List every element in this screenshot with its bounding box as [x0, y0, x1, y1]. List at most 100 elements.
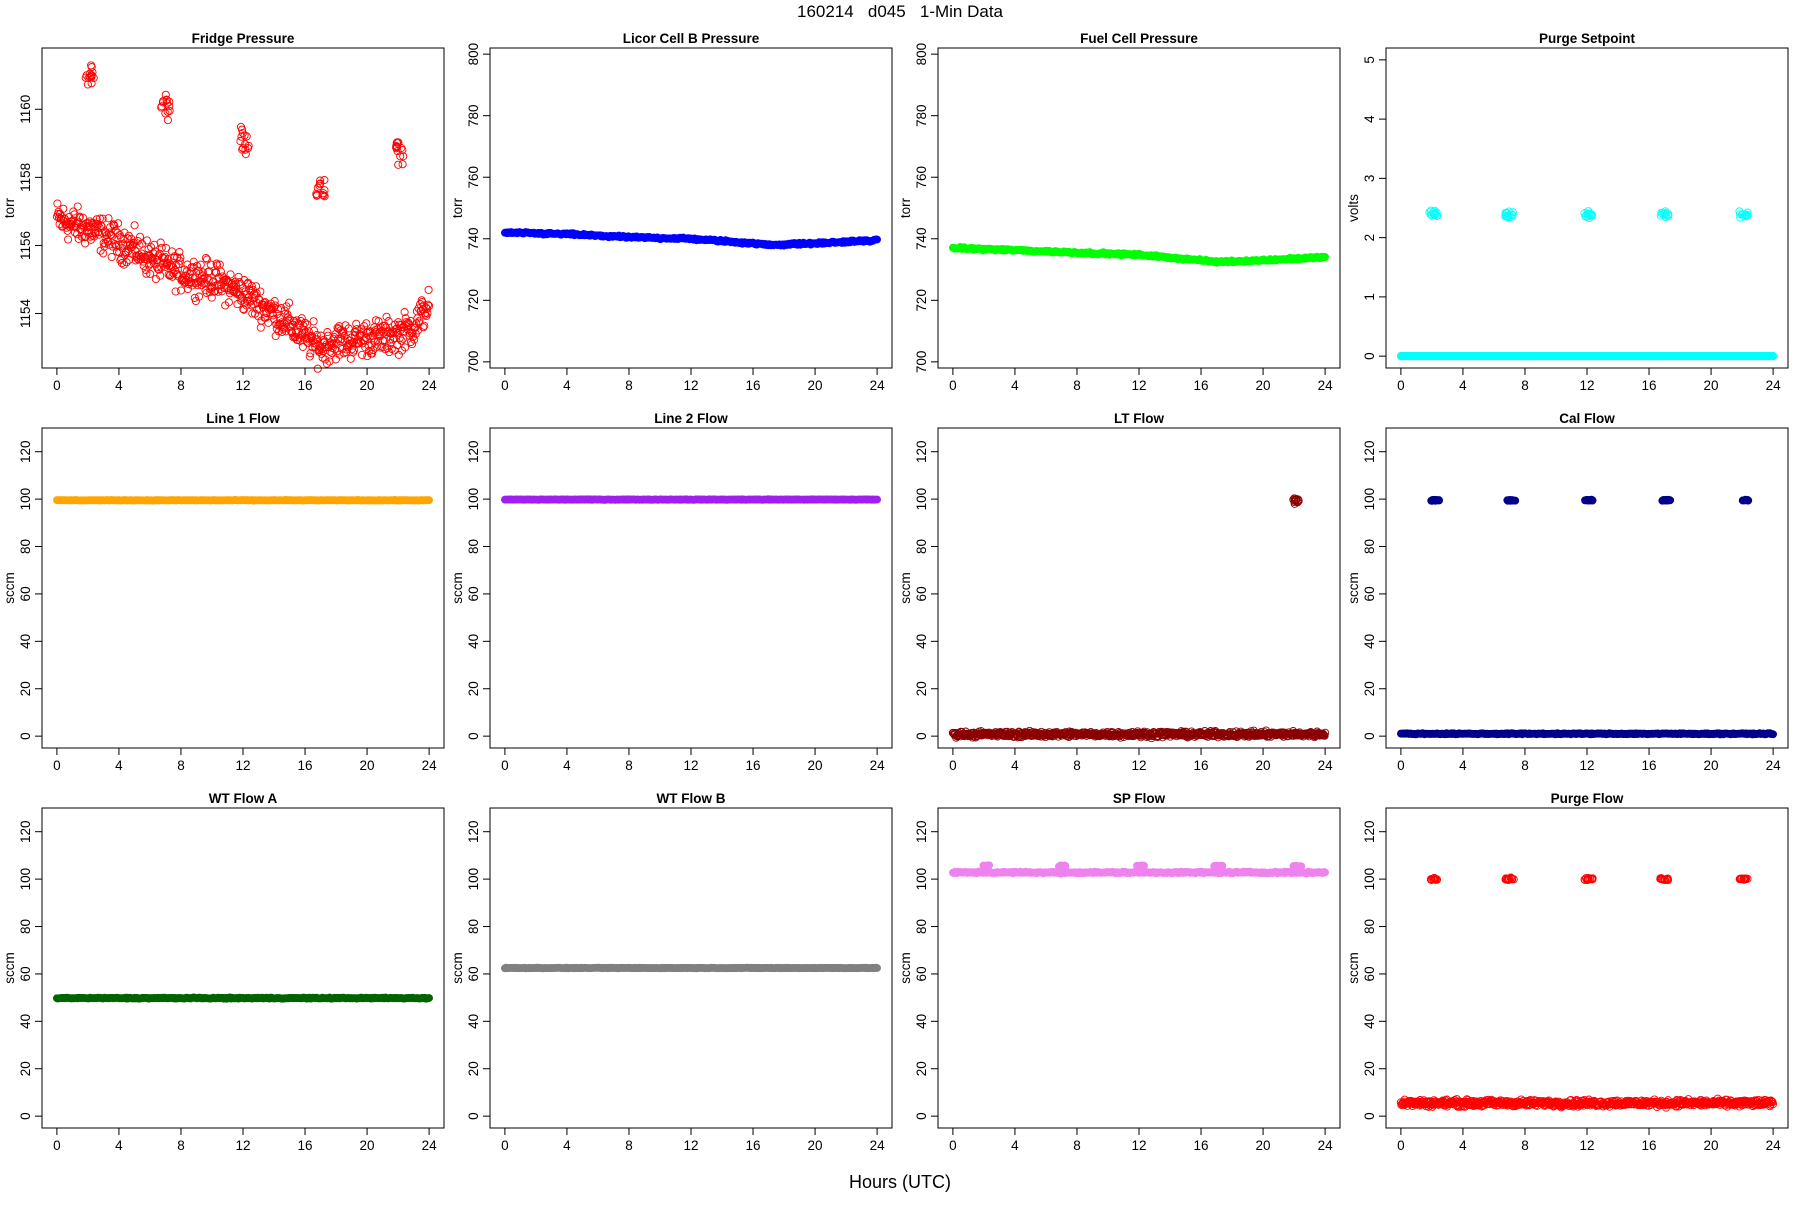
y-tick-label: 80	[18, 539, 33, 554]
y-tick-label: 40	[1362, 634, 1377, 649]
y-axis-label: sccm	[898, 572, 913, 604]
data-points	[1397, 207, 1776, 360]
panel-title: Fridge Pressure	[192, 31, 295, 46]
data-point	[65, 236, 72, 243]
data-points	[501, 228, 880, 249]
y-axis-label: torr	[450, 197, 465, 218]
x-tick-label: 12	[1579, 758, 1594, 773]
x-tick-label: 4	[1011, 758, 1019, 773]
data-point	[310, 318, 317, 325]
series-spikes	[1428, 496, 1752, 504]
x-tick-label: 24	[422, 378, 438, 393]
x-tick-label: 4	[1459, 378, 1467, 393]
data-point	[257, 324, 264, 331]
x-tick-label: 8	[1073, 758, 1081, 773]
series-flow	[501, 496, 880, 504]
y-tick-label: 60	[914, 586, 929, 601]
x-tick-label: 24	[422, 1138, 438, 1153]
x-tick-label: 12	[235, 378, 250, 393]
panel-title: Line 1 Flow	[206, 411, 280, 426]
x-tick-label: 12	[683, 378, 698, 393]
y-tick-label: 40	[914, 634, 929, 649]
y-axis-label: sccm	[1346, 572, 1361, 604]
y-axis-label: sccm	[2, 572, 17, 604]
data-point	[426, 994, 433, 1001]
data-point	[54, 200, 61, 207]
y-tick-label: 80	[18, 919, 33, 934]
y-tick-label: 1	[1362, 293, 1377, 301]
x-tick-label: 4	[115, 758, 123, 773]
x-tick-label: 4	[115, 1138, 123, 1153]
y-tick-label: 100	[18, 868, 33, 891]
data-points	[949, 243, 1328, 266]
data-point	[314, 365, 321, 372]
y-tick-label: 100	[466, 488, 481, 511]
data-points	[53, 62, 432, 373]
series-flow	[53, 994, 432, 1003]
y-tick-label: 720	[466, 289, 481, 312]
data-point	[1322, 253, 1329, 260]
series-spikes	[1426, 207, 1751, 222]
plot-frame	[42, 428, 444, 748]
y-tick-label: 20	[18, 681, 33, 696]
x-tick-label: 0	[949, 758, 957, 773]
x-tick-label: 0	[53, 758, 61, 773]
data-point	[409, 340, 416, 347]
x-tick-label: 24	[1766, 758, 1782, 773]
plot-frame	[42, 808, 444, 1128]
y-tick-label: 1154	[18, 299, 33, 329]
data-point	[398, 337, 405, 344]
data-point	[136, 233, 143, 240]
panel-title: Fuel Cell Pressure	[1080, 31, 1198, 46]
x-tick-label: 16	[746, 378, 761, 393]
y-tick-label: 100	[1362, 488, 1377, 511]
x-tick-label: 24	[1318, 758, 1334, 773]
y-tick-label: 3	[1362, 175, 1377, 183]
y-tick-label: 740	[914, 228, 929, 251]
y-tick-label: 120	[466, 440, 481, 463]
data-points	[949, 495, 1328, 742]
x-tick-label: 20	[1704, 758, 1719, 773]
x-tick-label: 8	[625, 378, 633, 393]
y-tick-label: 60	[1362, 586, 1377, 601]
x-tick-label: 12	[683, 758, 698, 773]
x-tick-label: 20	[360, 758, 375, 773]
y-tick-label: 20	[914, 681, 929, 696]
data-points	[1397, 496, 1776, 738]
x-tick-label: 8	[625, 758, 633, 773]
data-point	[1585, 496, 1592, 503]
y-tick-label: 20	[18, 1061, 33, 1076]
x-tick-label: 16	[1642, 378, 1657, 393]
x-tick-label: 24	[870, 378, 886, 393]
panel-title: Purge Setpoint	[1539, 31, 1636, 46]
x-tick-label: 16	[1194, 378, 1209, 393]
x-tick-label: 8	[177, 758, 185, 773]
y-tick-label: 800	[466, 43, 481, 66]
y-tick-label: 100	[18, 488, 33, 511]
y-tick-label: 120	[18, 820, 33, 843]
panel-title: LT Flow	[1114, 411, 1164, 426]
y-tick-label: 120	[1362, 440, 1377, 463]
y-tick-label: 700	[466, 351, 481, 374]
y-tick-label: 720	[914, 289, 929, 312]
y-tick-label: 1158	[18, 163, 33, 192]
y-tick-label: 760	[466, 166, 481, 189]
y-tick-label: 760	[914, 166, 929, 189]
